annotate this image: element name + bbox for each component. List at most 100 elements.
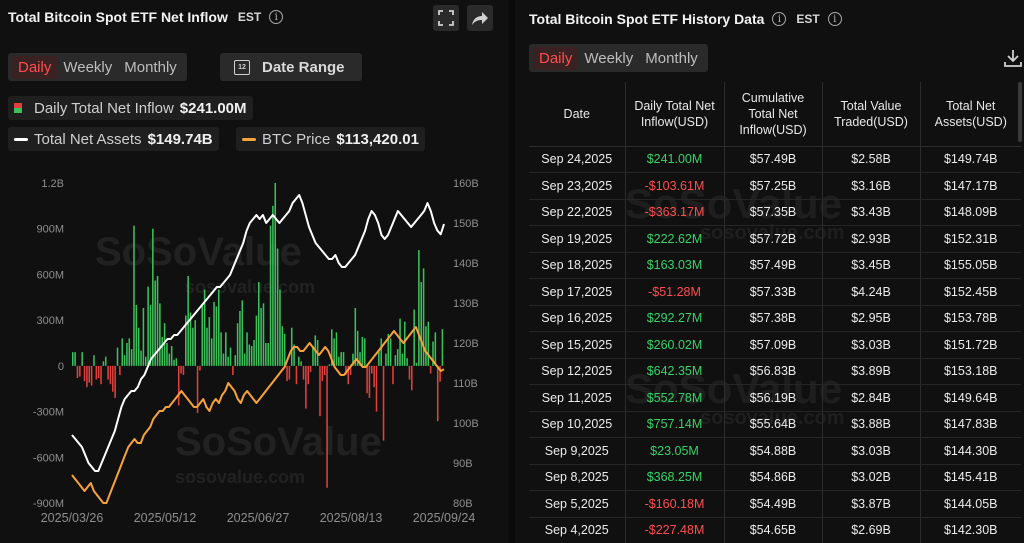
inflow-bar: [422, 268, 425, 366]
col-value-traded[interactable]: Total Value Traded(USD): [821, 82, 920, 147]
inflow-bar: [215, 306, 218, 366]
inflow-bar: [359, 352, 361, 366]
info-icon[interactable]: i: [269, 10, 284, 24]
inflow-bar: [373, 365, 375, 388]
tab-weekly[interactable]: Weekly: [63, 58, 113, 76]
tab-monthly[interactable]: Monthly: [124, 58, 177, 76]
cell-daily-inflow: -$227.48M: [624, 517, 724, 543]
inflow-bar: [302, 365, 305, 380]
inflow-bar: [192, 327, 194, 366]
cell-daily-inflow: -$363.17M: [624, 199, 724, 226]
cell-date: Sep 5,2025: [529, 490, 625, 518]
cell-cumulative-inflow: $57.49B: [723, 252, 822, 279]
inflow-bar: [241, 300, 244, 366]
inflow-bar: [265, 343, 267, 366]
cell-cumulative-inflow: $57.09B: [723, 331, 822, 359]
cell-value-traded: $3.45B: [821, 252, 920, 279]
col-net-assets[interactable]: Total Net Assets(USD): [919, 82, 1021, 147]
inflow-bar: [356, 330, 359, 366]
cell-net-assets: $149.64B: [919, 384, 1021, 412]
inflow-bar: [413, 309, 415, 366]
tab-monthly[interactable]: Monthly: [645, 49, 698, 67]
tab-daily[interactable]: Daily: [12, 55, 58, 79]
inflow-bar: [137, 327, 140, 366]
inflow-bar: [90, 365, 93, 386]
inflow-bar: [121, 338, 123, 366]
cell-net-assets: $152.45B: [919, 278, 1021, 306]
inflow-bar: [411, 365, 413, 391]
cell-date: Sep 9,2025: [529, 437, 625, 465]
cell-date: Sep 12,2025: [529, 358, 625, 385]
btc-price-line: [71, 326, 445, 504]
inflow-bar: [175, 358, 178, 366]
legend-inflow-value: $241.00M: [179, 99, 247, 117]
right-period-tabs: Daily Weekly Monthly: [529, 44, 708, 72]
inflow-bar: [286, 365, 288, 382]
inflow-bar: [366, 365, 368, 394]
inflow-bar: [396, 349, 399, 366]
watermark-url: sosovalue.com: [175, 467, 305, 487]
cell-net-assets: $149.74B: [919, 146, 1021, 173]
share-button[interactable]: [467, 5, 493, 31]
inflow-chart[interactable]: SoSoValue sosovalue.com SoSoValue sosovalue…: [0, 165, 508, 543]
col-daily-inflow[interactable]: Daily Total Net Inflow(USD): [624, 82, 724, 147]
legend-assets-label: Total Net Assets: [34, 130, 142, 148]
inflow-bar: [253, 339, 255, 366]
inflow-bar: [126, 343, 128, 366]
timezone-label[interactable]: EST: [237, 10, 262, 24]
inflow-bar: [189, 312, 192, 366]
inflow-bar: [196, 365, 199, 414]
fullscreen-button[interactable]: [433, 5, 459, 31]
cell-cumulative-inflow: $54.49B: [723, 490, 822, 518]
left-period-tabs: Daily Weekly Monthly: [8, 53, 187, 81]
inflow-bar: [177, 365, 180, 406]
tab-daily[interactable]: Daily: [533, 46, 579, 70]
inflow-bar: [112, 365, 114, 392]
y-right-tick-label: 130B: [453, 298, 479, 310]
inflow-bar: [342, 352, 345, 366]
info-icon[interactable]: i: [827, 12, 842, 26]
cell-date: Sep 15,2025: [529, 331, 625, 359]
y-left-tick-label: 0: [58, 361, 64, 373]
info-icon[interactable]: i: [772, 12, 787, 26]
inflow-bar: [298, 356, 300, 366]
x-tick-label: 2025/06/27: [227, 511, 290, 525]
cell-net-assets: $144.30B: [919, 437, 1021, 465]
inflow-bar: [418, 250, 420, 366]
table-body: Sep 24,2025 $241.00M $57.49B $2.58B $149.74B…: [529, 146, 1021, 543]
cell-date: Sep 16,2025: [529, 305, 625, 332]
inflow-bar: [258, 282, 260, 366]
inflow-bar: [166, 343, 168, 366]
inflow-bar: [109, 365, 112, 385]
x-tick-label: 2025/08/13: [320, 511, 383, 525]
inflow-bar: [97, 365, 100, 379]
inflow-bar: [295, 365, 298, 385]
cell-net-assets: $153.18B: [919, 358, 1021, 385]
inflow-bar: [74, 352, 76, 366]
legend-btc[interactable]: BTC Price $113,420.01: [236, 127, 425, 151]
y-right-tick-label: 110B: [453, 378, 478, 390]
cell-cumulative-inflow: $57.25B: [723, 172, 822, 200]
inflow-bar: [279, 289, 281, 366]
table-scrollbar[interactable]: [1018, 82, 1022, 142]
cell-value-traded: $3.88B: [821, 411, 920, 438]
cell-date: Sep 8,2025: [529, 464, 625, 491]
cell-date: Sep 4,2025: [529, 517, 625, 543]
download-icon[interactable]: [1003, 48, 1023, 68]
tab-weekly[interactable]: Weekly: [584, 49, 634, 67]
timezone-label[interactable]: EST: [796, 12, 820, 26]
legend-btc-label: BTC Price: [262, 130, 331, 148]
legend-inflow[interactable]: Daily Total Net Inflow $241.00M: [8, 96, 253, 120]
legend-assets-value: $149.74B: [147, 130, 213, 148]
legend-assets[interactable]: Total Net Assets $149.74B: [8, 127, 219, 151]
inflow-bar: [283, 333, 286, 366]
cell-net-assets: $142.30B: [919, 517, 1021, 543]
col-date[interactable]: Date: [529, 82, 625, 147]
inflow-bar: [86, 365, 88, 388]
col-cumulative-inflow[interactable]: Cumulative Total Net Inflow(USD): [723, 82, 822, 147]
inflow-bar: [182, 365, 185, 375]
date-range-button[interactable]: 12 Date Range: [220, 53, 362, 81]
inflow-bar: [434, 332, 437, 366]
cell-cumulative-inflow: $55.64B: [723, 411, 822, 438]
inflow-bar: [225, 332, 227, 366]
